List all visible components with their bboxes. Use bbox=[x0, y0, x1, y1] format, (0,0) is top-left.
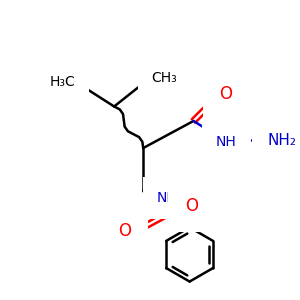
Text: O: O bbox=[185, 197, 198, 215]
Text: O: O bbox=[220, 85, 232, 103]
Text: H₃C: H₃C bbox=[50, 75, 76, 89]
Text: O: O bbox=[118, 222, 132, 240]
Text: NH: NH bbox=[157, 191, 178, 206]
Text: CH₃: CH₃ bbox=[152, 71, 177, 85]
Text: NH: NH bbox=[216, 135, 237, 149]
Text: NH₂: NH₂ bbox=[267, 133, 296, 148]
